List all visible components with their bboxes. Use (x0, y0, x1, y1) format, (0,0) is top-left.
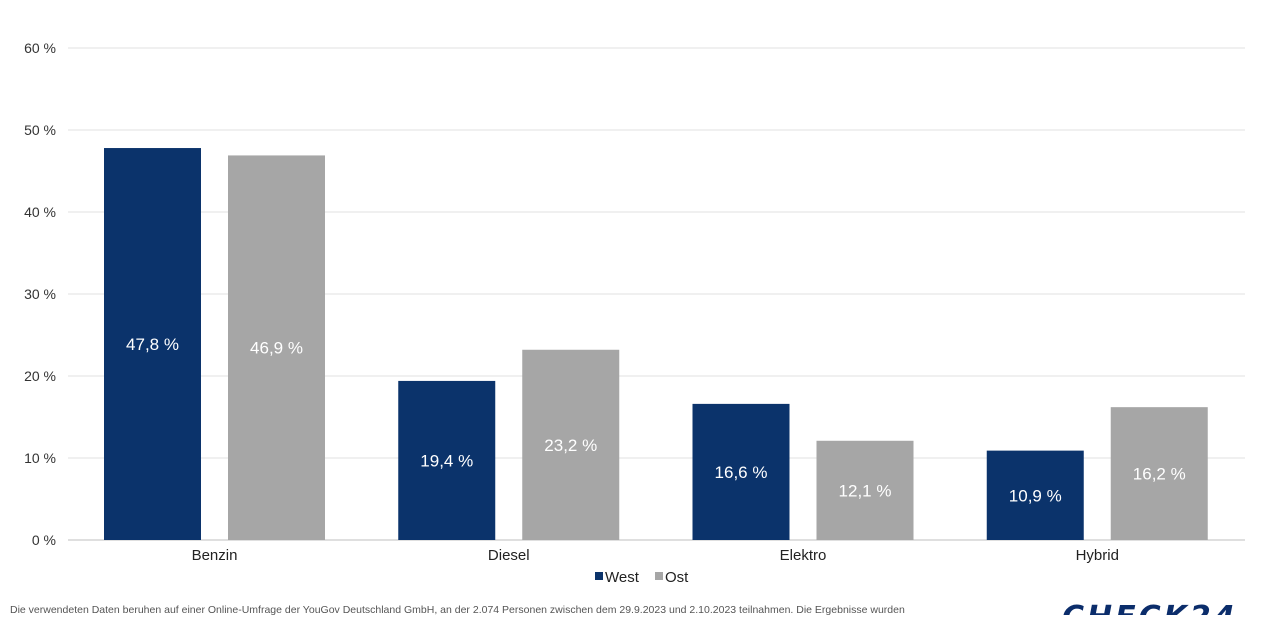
bars: 47,8 % 46,9 % 19,4 % 23,2 % 16,6 % 12,1 % 10,9… (104, 148, 1208, 541)
data-label: 19,4 % (420, 451, 473, 470)
x-tick-label: Diesel (488, 547, 530, 564)
legend-label-west: West (605, 569, 640, 586)
legend-swatch-ost (655, 572, 663, 580)
data-label: 16,2 % (1133, 465, 1186, 484)
bar-west-diesel (398, 380, 496, 540)
x-tick-label: Elektro (780, 547, 827, 564)
brand-logo-text: CHECK24 (1062, 603, 1272, 616)
bar-ost-elektro (816, 440, 914, 540)
x-tick-label: Hybrid (1076, 547, 1119, 564)
bar-chart: 0 % 10 % 20 % 30 % 40 % 50 % 60 % 47,8 % 46,9 %… (24, 40, 1245, 586)
source-footnote: Die verwendeten Daten beruhen auf einer … (10, 604, 905, 616)
bar-west-hybrid (986, 450, 1084, 540)
brand-logo: CHECK24 (1062, 601, 1272, 616)
y-tick-label: 0 % (32, 532, 56, 548)
legend: West Ost (595, 569, 689, 586)
x-tick-label: Benzin (192, 547, 238, 564)
x-axis: Benzin Diesel Elektro Hybrid (192, 547, 1119, 564)
data-label: 16,6 % (715, 463, 768, 482)
y-tick-label: 50 % (24, 122, 56, 138)
y-tick-label: 30 % (24, 286, 56, 302)
bar-west-elektro (692, 403, 790, 540)
legend-label-ost: Ost (665, 569, 689, 586)
legend-swatch-west (595, 572, 603, 580)
bar-ost-hybrid (1110, 407, 1208, 540)
y-tick-label: 20 % (24, 368, 56, 384)
bar-ost-benzin (228, 155, 325, 541)
y-tick-label: 40 % (24, 204, 56, 220)
bar-west-benzin (104, 148, 201, 541)
data-label: 47,8 % (126, 335, 179, 354)
data-label: 12,1 % (839, 481, 892, 500)
data-label: 10,9 % (1009, 486, 1062, 505)
y-axis: 0 % 10 % 20 % 30 % 40 % 50 % 60 % (24, 40, 56, 548)
bar-ost-diesel (522, 349, 620, 540)
data-label: 23,2 % (544, 436, 597, 455)
y-tick-label: 60 % (24, 40, 56, 56)
y-tick-label: 10 % (24, 450, 56, 466)
data-label: 46,9 % (250, 339, 303, 358)
